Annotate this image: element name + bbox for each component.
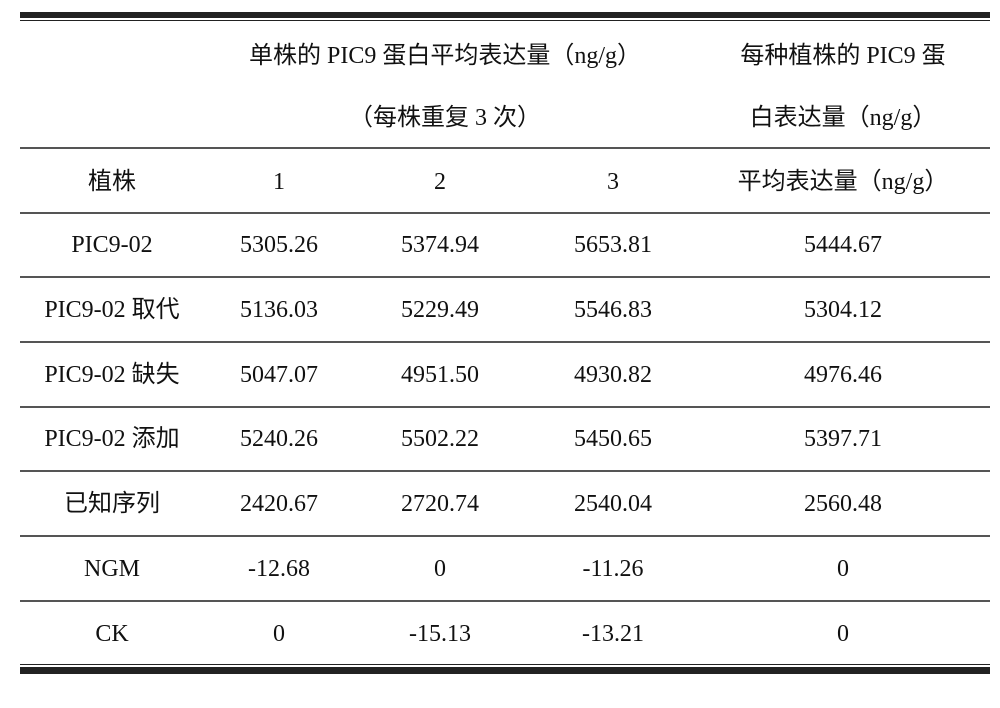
rep-2-cell: 5374.94 [401,233,479,257]
rep-2-cell: -15.13 [409,622,471,646]
rep-1-cell: 0 [273,622,285,646]
rep-1-cell: 5305.26 [240,233,318,257]
rep-1-cell: 5240.26 [240,427,318,451]
rep-3-cell: 5450.65 [574,427,652,451]
average-cell: 2560.48 [804,492,882,516]
rep-1-header: 1 [273,170,285,194]
average-cell: 5304.12 [804,298,882,322]
average-cell: 5397.71 [804,427,882,451]
rep-1-cell: 5047.07 [240,363,318,387]
group-header-line1: 单株的 PIC9 蛋白平均表达量（ng/g） [249,44,641,68]
average-column-header: 平均表达量（ng/g） [738,170,949,194]
rep-2-header: 2 [434,170,446,194]
row-divider [20,276,990,278]
rep-2-cell: 0 [434,557,446,581]
rep-3-cell: -11.26 [582,557,643,581]
plant-name-cell: 已知序列 [64,492,160,516]
bottom-thin-rule [20,664,990,665]
rep-3-cell: 5546.83 [574,298,652,322]
rep-3-cell: 2540.04 [574,492,652,516]
rep-2-cell: 5229.49 [401,298,479,322]
plant-name-cell: PIC9-02 添加 [44,427,179,451]
rep-2-cell: 5502.22 [401,427,479,451]
header-rule [20,147,990,149]
average-cell: 5444.67 [804,233,882,257]
rep-3-cell: -13.21 [582,622,644,646]
plant-name-cell: CK [95,622,128,646]
row-divider [20,535,990,537]
average-header-line1: 每种植株的 PIC9 蛋 [740,44,945,68]
rep-3-cell: 5653.81 [574,233,652,257]
plant-column-header: 植株 [88,170,136,194]
average-cell: 4976.46 [804,363,882,387]
rep-2-cell: 4951.50 [401,363,479,387]
row-divider [20,406,990,408]
top-thick-rule [20,12,990,18]
average-header-line2: 白表达量（ng/g） [750,106,937,130]
group-header-line2: （每株重复 3 次） [349,106,541,130]
plant-name-cell: PIC9-02 缺失 [44,363,179,387]
plant-name-cell: NGM [84,557,140,581]
subheader-rule [20,212,990,214]
average-cell: 0 [837,557,849,581]
rep-1-cell: 5136.03 [240,298,318,322]
rep-1-cell: 2420.67 [240,492,318,516]
top-thin-rule [20,20,990,21]
rep-2-cell: 2720.74 [401,492,479,516]
average-cell: 0 [837,622,849,646]
row-divider [20,341,990,343]
rep-3-header: 3 [607,170,619,194]
bottom-thick-rule [20,667,990,674]
plant-name-cell: PIC9-02 [71,233,152,257]
plant-name-cell: PIC9-02 取代 [44,298,179,322]
rep-3-cell: 4930.82 [574,363,652,387]
rep-1-cell: -12.68 [248,557,310,581]
row-divider [20,470,990,472]
row-divider [20,600,990,602]
